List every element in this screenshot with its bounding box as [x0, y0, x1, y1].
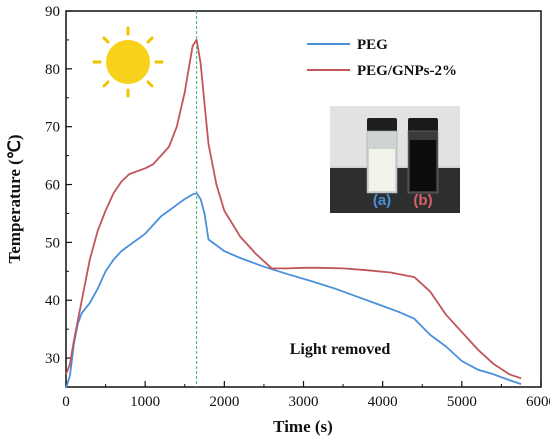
vial-b — [407, 118, 439, 194]
x-tick-label: 0 — [62, 394, 70, 410]
x-axis: 0 1000 2000 3000 4000 5000 6000 — [62, 381, 550, 410]
series-line-peg — [65, 192, 522, 389]
legend-label-peg-gnps: PEG/GNPs-2% — [357, 63, 457, 79]
legend: PEG PEG/GNPs-2% — [307, 37, 457, 79]
y-tick-label: 60 — [45, 178, 60, 194]
x-tick-label: 4000 — [368, 394, 398, 410]
sun-icon — [92, 26, 164, 98]
x-axis-title: Time (s) — [273, 417, 333, 436]
series-line-peg-gnps — [65, 39, 522, 380]
annotation-light-removed: Light removed — [290, 341, 391, 358]
y-tick-label: 70 — [45, 120, 60, 136]
legend-label-peg: PEG — [357, 37, 388, 53]
x-tick-label: 5000 — [447, 394, 477, 410]
y-tick-label: 80 — [45, 62, 60, 78]
vial-a — [366, 118, 398, 194]
x-tick-label: 1000 — [130, 394, 160, 410]
x-tick-label: 2000 — [209, 394, 239, 410]
inset-photo: (a) (b) — [330, 106, 460, 213]
x-tick-label: 3000 — [289, 394, 319, 410]
inset-label-b: (b) — [413, 192, 432, 209]
y-tick-label: 50 — [45, 235, 60, 251]
y-tick-label: 30 — [45, 351, 60, 367]
x-tick-label: 6000 — [526, 394, 550, 410]
series-group — [65, 39, 522, 389]
y-tick-label: 90 — [45, 4, 60, 20]
y-tick-label: 40 — [45, 293, 60, 309]
inset-label-a: (a) — [373, 192, 391, 209]
y-axis: 30 40 50 60 70 80 90 — [45, 4, 72, 388]
y-axis-title: Temperature (℃) — [5, 134, 24, 263]
